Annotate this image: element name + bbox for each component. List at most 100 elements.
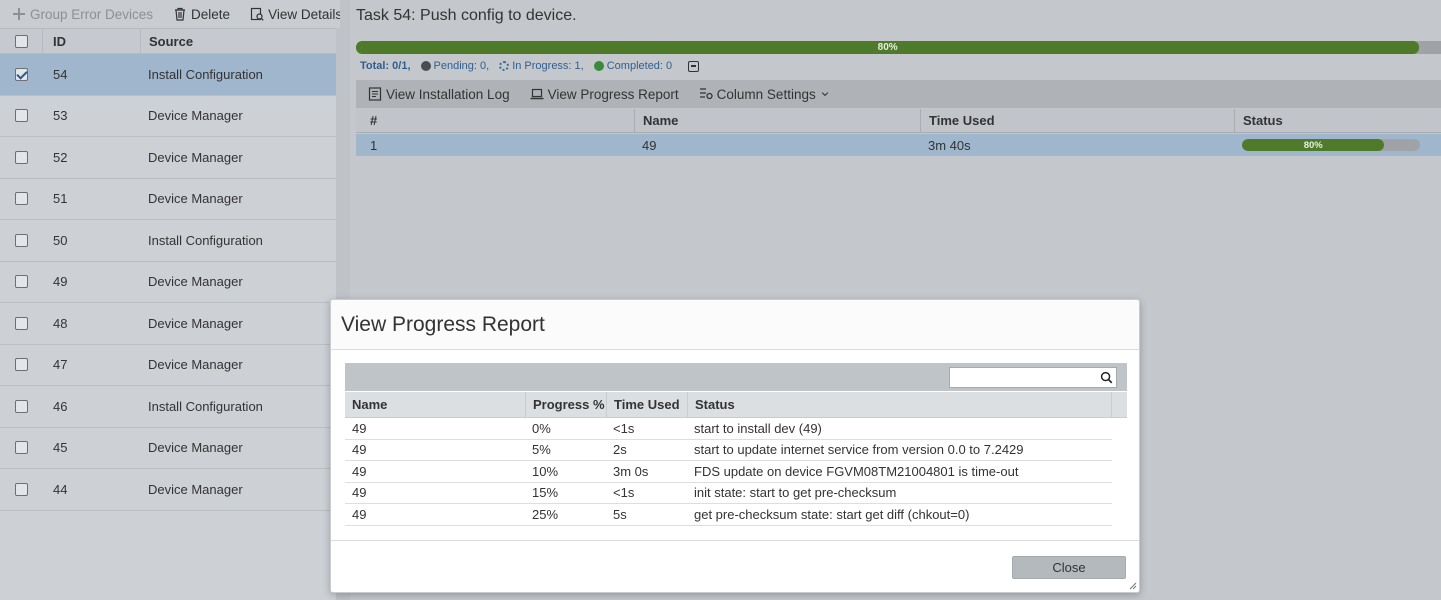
row-checkbox[interactable]: [14, 192, 28, 206]
task-row[interactable]: 46 Install Configuration: [0, 386, 340, 428]
search-box: [949, 367, 1117, 388]
task-id: 51: [53, 191, 68, 207]
report-name-header[interactable]: Name: [352, 397, 388, 412]
report-name: 49: [352, 442, 367, 458]
task-row[interactable]: 44 Device Manager: [0, 469, 340, 511]
report-name: 49: [352, 485, 367, 501]
summary-in-progress[interactable]: In Progress: 1,: [499, 60, 584, 72]
row-checkbox[interactable]: [14, 150, 28, 164]
report-progress-header[interactable]: Progress %: [525, 392, 606, 417]
search-input[interactable]: [950, 368, 1096, 387]
progress-report-header: Name Progress % Time Used Status: [345, 392, 1127, 418]
task-source: Device Manager: [148, 357, 243, 373]
source-column-header[interactable]: Source: [140, 29, 340, 53]
dialog-toolbar: [345, 363, 1127, 391]
task-row[interactable]: 50 Install Configuration: [0, 220, 340, 262]
row-checkbox[interactable]: [14, 482, 28, 496]
report-progress: 25%: [532, 506, 559, 522]
task-progress-fill: 80%: [356, 41, 1420, 54]
spinner-icon: [499, 61, 510, 71]
name-column-header[interactable]: Name: [634, 109, 920, 132]
task-id: 44: [53, 481, 68, 497]
row-checkbox[interactable]: [14, 316, 28, 330]
task-source: Device Manager: [148, 274, 243, 290]
view-details-icon: [250, 7, 264, 21]
summary-completed[interactable]: Completed: 0: [593, 60, 672, 72]
view-progress-report-label: View Progress Report: [547, 86, 679, 102]
report-row[interactable]: 49 10% 3m 0s FDS update on device FGVM08TM2…: [345, 461, 1112, 483]
summary-total[interactable]: Total: 0/1,: [360, 60, 411, 72]
row-checkbox[interactable]: [14, 399, 28, 413]
row-status: 80%: [1234, 139, 1441, 151]
dialog-footer: Close: [331, 540, 1139, 593]
row-name: 49: [642, 137, 657, 153]
select-all-checkbox[interactable]: [14, 34, 28, 48]
task-table-header: ID Source: [0, 28, 340, 54]
summary-pending-label: Pending: 0,: [433, 60, 490, 72]
view-installation-log-label: View Installation Log: [386, 86, 510, 102]
row-checkbox[interactable]: [14, 275, 28, 289]
task-row[interactable]: 51 Device Manager: [0, 179, 340, 220]
row-checkbox[interactable]: [14, 67, 28, 81]
row-checkbox[interactable]: [14, 358, 28, 372]
report-progress: 5%: [532, 442, 551, 458]
task-source: Install Configuration: [148, 66, 263, 82]
num-column-header[interactable]: #: [370, 113, 378, 128]
report-row[interactable]: 49 5% 2s start to update internet service f…: [345, 440, 1112, 461]
view-installation-log-button[interactable]: View Installation Log: [368, 87, 510, 102]
detail-table-row[interactable]: 1 49 3m 40s 80%: [356, 134, 1441, 156]
report-status: FDS update on device FGVM08TM21004801 is…: [694, 463, 1019, 479]
task-list-panel: Group Error Devices Delete View Details …: [0, 0, 342, 600]
task-id: 52: [53, 149, 68, 165]
resize-grip-icon[interactable]: [1129, 582, 1137, 590]
task-row[interactable]: 49 Device Manager: [0, 262, 340, 303]
task-row[interactable]: 45 Device Manager: [0, 428, 340, 469]
id-column-header[interactable]: ID: [42, 29, 140, 53]
report-name: 49: [352, 463, 367, 479]
task-id: 53: [53, 108, 68, 124]
chevron-down-icon: [821, 92, 828, 97]
report-row[interactable]: 49 0% <1s start to install dev (49): [345, 418, 1112, 440]
task-row[interactable]: 52 Device Manager: [0, 137, 340, 179]
dialog-title: View Progress Report: [331, 300, 1139, 350]
task-row[interactable]: 54 Install Configuration: [0, 54, 340, 96]
log-icon: [368, 87, 382, 101]
column-settings-button[interactable]: Column Settings: [699, 87, 830, 102]
task-id: 50: [53, 232, 68, 248]
status-column-header[interactable]: Status: [1234, 109, 1441, 132]
task-source: Device Manager: [148, 315, 243, 331]
task-source: Device Manager: [148, 440, 243, 456]
report-time-header[interactable]: Time Used: [606, 392, 687, 417]
view-details-button[interactable]: View Details: [250, 7, 342, 22]
row-progress-bar: 80%: [1242, 139, 1420, 151]
row-checkbox[interactable]: [14, 233, 28, 247]
column-settings-label: Column Settings: [716, 86, 816, 102]
task-row[interactable]: 47 Device Manager: [0, 345, 340, 386]
summary-pending[interactable]: Pending: 0,: [420, 60, 490, 72]
view-progress-report-button[interactable]: View Progress Report: [530, 87, 679, 102]
report-status-header[interactable]: Status: [687, 392, 1112, 417]
report-name: 49: [352, 420, 367, 436]
group-error-devices-button[interactable]: Group Error Devices: [12, 7, 153, 22]
report-row[interactable]: 49 15% <1s init state: start to get pre-che…: [345, 483, 1112, 504]
collapse-icon[interactable]: [688, 60, 700, 72]
task-source: Device Manager: [148, 191, 243, 207]
report-row[interactable]: 49 25% 5s get pre-checksum state: start get…: [345, 504, 1112, 526]
report-time: 5s: [613, 506, 627, 522]
row-progress-label: 80%: [1303, 139, 1323, 151]
row-num: 1: [370, 137, 378, 153]
task-id: 46: [53, 398, 68, 414]
search-icon[interactable]: [1096, 371, 1116, 384]
row-checkbox[interactable]: [14, 441, 28, 455]
view-details-label: View Details: [268, 6, 343, 22]
delete-button[interactable]: Delete: [173, 7, 230, 22]
report-time: <1s: [613, 485, 635, 501]
report-status: start to install dev (49): [694, 420, 822, 436]
time-used-column-header[interactable]: Time Used: [920, 109, 1234, 132]
close-button[interactable]: Close: [1012, 556, 1126, 579]
task-row[interactable]: 48 Device Manager: [0, 303, 340, 345]
progress-report-table: Name Progress % Time Used Status 49 0% <1s…: [345, 392, 1127, 526]
row-checkbox[interactable]: [14, 109, 28, 123]
plus-icon: [13, 8, 25, 20]
task-row[interactable]: 53 Device Manager: [0, 96, 340, 137]
